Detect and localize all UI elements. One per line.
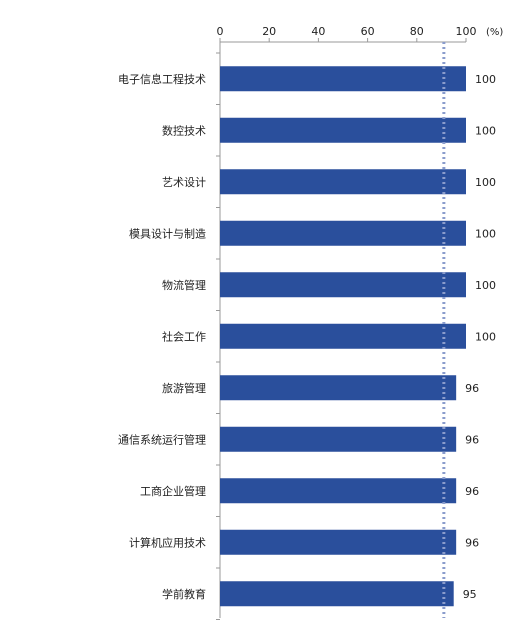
value-label: 96 bbox=[465, 485, 479, 498]
category-label: 电子信息工程技术 bbox=[118, 72, 206, 86]
value-label: 100 bbox=[475, 330, 496, 343]
bar bbox=[220, 272, 466, 298]
category-label: 计算机应用技术 bbox=[129, 535, 206, 549]
bar bbox=[220, 529, 457, 555]
bar bbox=[220, 581, 454, 607]
bar bbox=[220, 323, 466, 349]
value-label: 100 bbox=[475, 124, 496, 137]
category-label: 模具设计与制造 bbox=[129, 226, 206, 240]
bar bbox=[220, 375, 457, 401]
category-label: 学前教育 bbox=[162, 587, 206, 601]
category-label: 工商企业管理 bbox=[140, 484, 206, 498]
bar bbox=[220, 478, 457, 504]
bar bbox=[220, 169, 466, 195]
x-tick-label: 80 bbox=[410, 25, 424, 38]
bar bbox=[220, 66, 466, 92]
x-unit-label: (%) bbox=[486, 27, 503, 38]
x-tick-label: 40 bbox=[311, 25, 325, 38]
labels: 0 20 40 60 80 100 (%) 电子信息工程技术 100 数控技术 100 艺术设计 100… bbox=[118, 25, 503, 601]
value-label: 96 bbox=[465, 433, 479, 446]
value-label: 96 bbox=[465, 382, 479, 395]
value-label: 100 bbox=[475, 176, 496, 189]
category-label: 物流管理 bbox=[162, 278, 206, 292]
x-tick-label: 0 bbox=[217, 25, 224, 38]
x-tick-label: 100 bbox=[456, 25, 477, 38]
bar bbox=[220, 220, 466, 246]
value-label: 100 bbox=[475, 279, 496, 292]
bar bbox=[220, 426, 457, 452]
value-label: 100 bbox=[475, 73, 496, 86]
value-label: 96 bbox=[465, 536, 479, 549]
x-tick-label: 60 bbox=[361, 25, 375, 38]
bar bbox=[220, 117, 466, 143]
value-label: 100 bbox=[475, 227, 496, 240]
category-label: 通信系统运行管理 bbox=[118, 432, 206, 446]
x-tick-label: 20 bbox=[262, 25, 276, 38]
category-label: 数控技术 bbox=[162, 123, 206, 137]
value-label: 95 bbox=[463, 588, 477, 601]
category-label: 艺术设计 bbox=[162, 176, 206, 189]
category-label: 社会工作 bbox=[162, 329, 206, 343]
category-label: 旅游管理 bbox=[162, 381, 206, 395]
bars bbox=[220, 66, 466, 607]
